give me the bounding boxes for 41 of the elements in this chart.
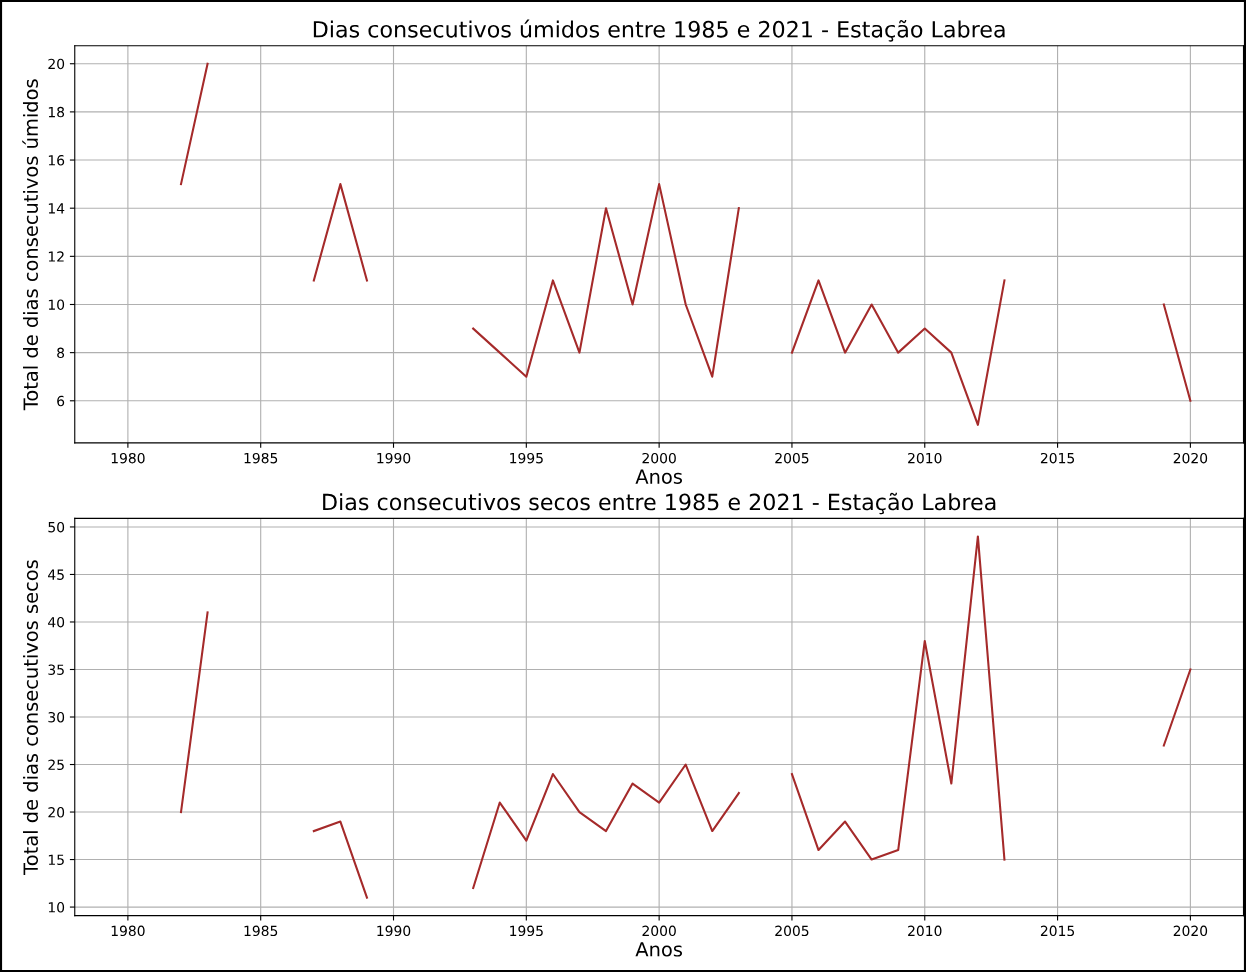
x-tick-label: 1990 — [377, 452, 411, 464]
x-axis-title: Anos — [635, 942, 683, 957]
x-tick-label: 2000 — [642, 925, 676, 937]
y-axis-title: Total de dias consecutivos secos — [22, 560, 39, 875]
y-tick-label: 45 — [48, 569, 64, 580]
chart-title: Dias consecutivos úmidos entre 1985 e 2021 - Estação Labrea — [313, 19, 1005, 42]
y-tick-label: 30 — [48, 711, 65, 723]
x-tick-label: 2020 — [1173, 925, 1208, 937]
x-tick-label: 1985 — [244, 452, 278, 464]
y-axis-title: Total de dias consecutivos úmidos — [22, 79, 39, 411]
x-tick-label: 2010 — [908, 925, 942, 937]
y-tick-label: 18 — [48, 106, 65, 118]
y-tick-label: 6 — [57, 395, 65, 407]
y-tick-label: 20 — [48, 807, 65, 818]
y-tick-label: 25 — [48, 759, 64, 770]
x-tick-label: 1985 — [244, 925, 278, 937]
y-tick-label: 16 — [48, 155, 65, 166]
x-tick-label: 2015 — [1040, 925, 1075, 937]
x-tick-label: 1980 — [111, 925, 145, 937]
x-tick-label: 2015 — [1040, 452, 1075, 464]
x-tick-label: 2005 — [775, 925, 809, 937]
y-tick-label: 40 — [48, 616, 65, 628]
y-tick-label: 50 — [48, 521, 65, 533]
x-tick-label: 1980 — [111, 452, 145, 464]
x-tick-label: 1990 — [377, 925, 411, 937]
y-tick-label: 20 — [48, 58, 65, 70]
y-tick-label: 10 — [48, 902, 65, 913]
y-tick-label: 15 — [48, 854, 64, 866]
y-tick-label: 10 — [48, 299, 65, 310]
x-tick-label: 2005 — [775, 452, 809, 464]
x-tick-label: 2010 — [908, 452, 942, 464]
x-tick-label: 2000 — [642, 452, 676, 464]
chart-title: Dias consecutivos secos entre 1985 e 2021 - Estação Labrea — [323, 492, 996, 515]
y-tick-label: 8 — [57, 347, 65, 359]
x-axis-title: Anos — [635, 469, 683, 484]
x-tick-label: 1995 — [510, 925, 543, 937]
y-tick-label: 14 — [48, 203, 65, 214]
x-tick-label: 1995 — [510, 452, 543, 464]
x-tick-label: 2020 — [1173, 452, 1208, 464]
y-tick-label: 12 — [48, 251, 64, 262]
y-tick-label: 35 — [48, 664, 64, 675]
